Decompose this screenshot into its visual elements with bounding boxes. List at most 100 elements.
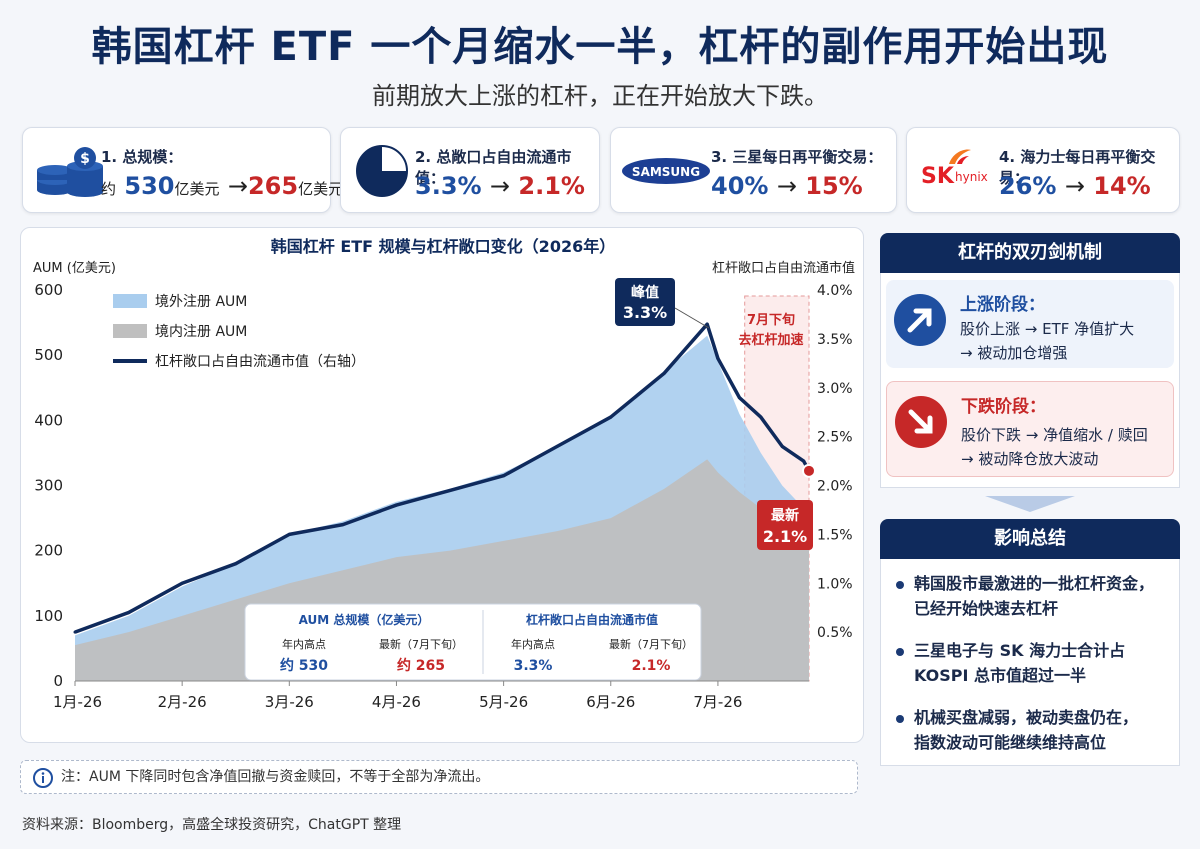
y-right-tick-label: 1.0% (817, 576, 853, 592)
impact-panel (880, 559, 1180, 766)
exposure-point (716, 356, 720, 360)
y-left-tick-label: 300 (34, 477, 63, 495)
exposure-point (705, 322, 709, 326)
latest-callout: 最新 2.1% (757, 500, 813, 550)
fall-phase-line1: 股价下跌 → 净值缩水 / 赎回 (961, 426, 1148, 444)
exposure-point (737, 396, 741, 400)
x-tick-label: 6月-26 (586, 693, 635, 711)
legend-label-domestic: 境内注册 AUM (155, 324, 247, 340)
exposure-point (448, 488, 452, 492)
y-right-label: 杠杆敞口占自由流通市值 (712, 260, 855, 276)
coins-icon: $ (37, 147, 103, 197)
exposure-point (802, 459, 806, 463)
x-tick-label: 2月-26 (158, 693, 207, 711)
source-text: 资料来源：Bloomberg，高盛全球投资研究，ChatGPT 整理 (22, 817, 402, 833)
card-label: 1. 总规模： (101, 148, 183, 166)
arrow-down-right-icon (895, 396, 947, 448)
exposure-point (609, 415, 613, 419)
latest-label: 最新 (771, 507, 799, 524)
y-right-tick-label: 1.5% (817, 527, 853, 543)
summary-col-peak-1: 年内高点 (282, 637, 326, 651)
exposure-point (287, 532, 291, 536)
card-label: 4. 海力士每日再平衡交易： (999, 148, 1156, 187)
y-left-tick-label: 100 (34, 607, 63, 625)
card-value: 26% → 14% (999, 172, 1151, 200)
metric-card-exposure: 2. 总敞口占自由流通市值： 3.3% → 2.1% (340, 127, 600, 213)
info-icon (33, 768, 53, 788)
rise-phase-line2: → 被动加仓增强 (960, 344, 1068, 362)
svg-text:SAMSUNG: SAMSUNG (632, 165, 700, 179)
exposure-point (555, 444, 559, 448)
card-value: 约 530亿美元 →265亿美元 (101, 172, 344, 200)
mechanism-header: 杠杆的双刃剑机制 (880, 233, 1180, 273)
rise-phase-box: 上涨阶段： 股价上涨 → ETF 净值扩大 → 被动加仓增强 (886, 280, 1174, 368)
x-tick-label: 1月-26 (53, 693, 102, 711)
impact-header: 影响总结 (880, 519, 1180, 559)
rise-phase-line1: 股价上涨 → ETF 净值扩大 (960, 320, 1135, 338)
chart-panel: 韩国杠杆 ETF 规模与杠杆敞口变化（2026年） AUM (亿美元) 杠杆敞口… (20, 227, 864, 743)
y-right-tick-label: 2.5% (817, 430, 853, 446)
summary-aum-latest: 约 265 (397, 657, 445, 674)
x-tick-label: 5月-26 (479, 693, 528, 711)
footnote-text: 注：AUM 下降同时包含净值回撤与资金赎回，不等于全部为净流出。 (61, 769, 490, 785)
latest-point-marker (802, 463, 816, 478)
arrow-up-right-icon (894, 294, 946, 346)
summary-col-latest-1: 最新（7月下旬） (379, 637, 463, 651)
exposure-point (394, 503, 398, 507)
exposure-point (759, 415, 763, 419)
aum-exposure-chart: 韩国杠杆 ETF 规模与杠杆敞口变化（2026年） AUM (亿美元) 杠杆敞口… (33, 237, 855, 711)
chart-title: 韩国杠杆 ETF 规模与杠杆敞口变化（2026年） (271, 237, 615, 256)
y-right-tick-label: 3.0% (817, 381, 853, 397)
card-label: 3. 三星每日再平衡交易： (711, 148, 883, 166)
exposure-point (180, 581, 184, 585)
legend-label-exposure: 杠杆敞口占自由流通市值（右轴） (155, 353, 365, 370)
legend-swatch-offshore (113, 294, 147, 308)
y-right-tick-label: 2.0% (817, 479, 853, 495)
exposure-point (780, 444, 784, 448)
deleverage-line2: 去杠杆加速 (738, 332, 803, 348)
legend-label-offshore: 境外注册 AUM (155, 294, 247, 310)
y-left-tick-label: 400 (34, 411, 63, 429)
legend-swatch-domestic (113, 324, 147, 338)
pie-chart-icon (356, 145, 408, 197)
impact-bullet: 机械买盘减弱，被动卖盘仍在， 指数波动可能继续维持高位 (890, 706, 1170, 756)
metric-card-samsung: SAMSUNG 3. 三星每日再平衡交易： 40% → 15% (610, 127, 897, 213)
exposure-point (73, 630, 77, 634)
summary-table: AUM 总规模（亿美元） 杠杆敞口占自由流通市值 年内高点 最新（7月下旬） 年… (244, 603, 702, 681)
metric-card-total-aum: $ 1. 总规模： 约 530亿美元 →265亿美元 (22, 127, 343, 213)
y-right-tick-label: 0.5% (817, 625, 853, 641)
y-right-tick-label: 3.5% (817, 332, 853, 348)
fall-phase-title: 下跌阶段： (961, 397, 1046, 417)
y-left-label: AUM (亿美元) (33, 261, 116, 276)
summary-exp-latest: 2.1% (632, 658, 671, 674)
footnote: 注：AUM 下降同时包含净值回撤与资金赎回，不等于全部为净流出。 (20, 760, 858, 794)
x-tick-label: 3月-26 (265, 693, 314, 711)
card-value: 40% → 15% (711, 172, 863, 200)
peak-value: 3.3% (623, 303, 667, 322)
summary-col-latest-2: 最新（7月下旬） (609, 637, 693, 651)
rise-phase-title: 上涨阶段： (960, 295, 1045, 315)
exposure-point (662, 371, 666, 375)
exposure-point (127, 611, 131, 615)
exposure-point (341, 523, 345, 527)
deleverage-line1: 7月下旬 (747, 312, 795, 328)
sk-hynix-logo: SK hynix (921, 149, 995, 190)
impact-bullet: 三星电子与 SK 海力士合计占 KOSPI 总市值超过一半 (890, 639, 1170, 689)
exposure-point (234, 562, 238, 566)
summary-col-peak-2: 年内高点 (511, 637, 555, 651)
y-left-tick-label: 500 (34, 346, 63, 364)
peak-callout: 峰值 3.3% (615, 278, 710, 329)
card-value: 3.3% → 2.1% (415, 172, 585, 200)
y-right-tick-label: 4.0% (817, 283, 853, 299)
summary-exp-header: 杠杆敞口占自由流通市值 (526, 612, 658, 627)
page-subtitle: 前期放大上涨的杠杆，正在开始放大下跌。 (372, 82, 828, 110)
card-label: 2. 总敞口占自由流通市值： (415, 148, 572, 187)
peak-label: 峰值 (631, 284, 659, 301)
fall-phase-line2: → 被动降仓放大波动 (961, 450, 1099, 468)
y-left-tick-label: 600 (34, 281, 63, 299)
y-left-tick-label: 200 (34, 542, 63, 560)
latest-value: 2.1% (763, 527, 807, 546)
chevron-down-icon (985, 496, 1075, 512)
summary-aum-header: AUM 总规模（亿美元） (299, 612, 430, 627)
impact-bullet: 韩国股市最激进的一批杠杆资金， 已经开始快速去杠杆 (890, 572, 1170, 622)
